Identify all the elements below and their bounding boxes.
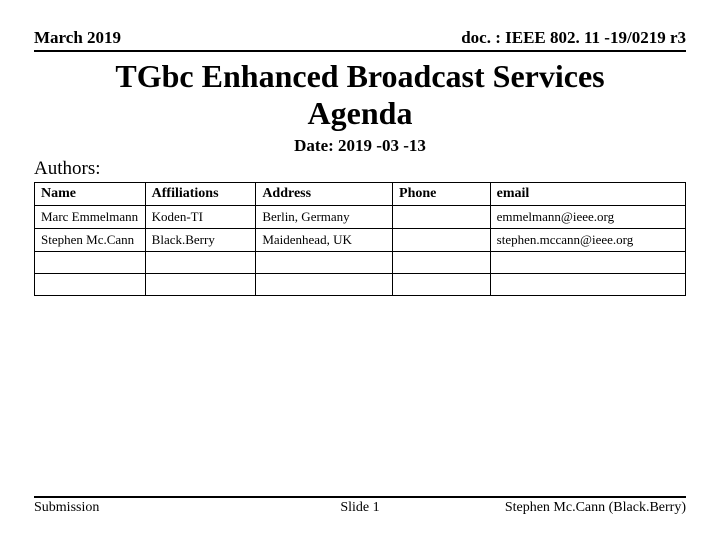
title-line-2: Agenda xyxy=(308,95,413,131)
col-header-phone: Phone xyxy=(393,182,491,205)
footer: Submission Slide 1 Stephen Mc.Cann (Blac… xyxy=(34,496,686,516)
col-header-name: Name xyxy=(35,182,146,205)
cell-phone xyxy=(393,205,491,228)
col-header-affiliations: Affiliations xyxy=(145,182,256,205)
authors-table: Name Affiliations Address Phone email Ma… xyxy=(34,182,686,296)
cell-affil xyxy=(145,273,256,295)
cell-affil xyxy=(145,251,256,273)
cell-affil: Koden-TI xyxy=(145,205,256,228)
cell-addr xyxy=(256,251,393,273)
cell-name: Stephen Mc.Cann xyxy=(35,228,146,251)
cell-name xyxy=(35,273,146,295)
cell-phone xyxy=(393,228,491,251)
header-docref: doc. : IEEE 802. 11 -19/0219 r3 xyxy=(461,28,686,48)
header-date: March 2019 xyxy=(34,28,121,48)
footer-center: Slide 1 xyxy=(34,500,686,516)
table-row xyxy=(35,251,686,273)
cell-name xyxy=(35,251,146,273)
cell-email: stephen.mccann@ieee.org xyxy=(490,228,685,251)
table-row xyxy=(35,273,686,295)
cell-name: Marc Emmelmann xyxy=(35,205,146,228)
col-header-address: Address xyxy=(256,182,393,205)
cell-addr: Berlin, Germany xyxy=(256,205,393,228)
title-line-1: TGbc Enhanced Broadcast Services xyxy=(115,58,604,94)
cell-addr: Maidenhead, UK xyxy=(256,228,393,251)
table-header-row: Name Affiliations Address Phone email xyxy=(35,182,686,205)
cell-affil: Black.Berry xyxy=(145,228,256,251)
date-line: Date: 2019 -03 -13 xyxy=(34,136,686,156)
table-row: Stephen Mc.Cann Black.Berry Maidenhead, … xyxy=(35,228,686,251)
cell-email xyxy=(490,273,685,295)
col-header-email: email xyxy=(490,182,685,205)
header: March 2019 doc. : IEEE 802. 11 -19/0219 … xyxy=(34,28,686,52)
authors-label: Authors: xyxy=(34,158,686,180)
cell-email xyxy=(490,251,685,273)
date-value: 2019 -03 -13 xyxy=(338,136,426,155)
date-label: Date: xyxy=(294,136,334,155)
cell-phone xyxy=(393,273,491,295)
page-title: TGbc Enhanced Broadcast Services Agenda xyxy=(34,58,686,132)
cell-phone xyxy=(393,251,491,273)
table-row: Marc Emmelmann Koden-TI Berlin, Germany … xyxy=(35,205,686,228)
cell-email: emmelmann@ieee.org xyxy=(490,205,685,228)
cell-addr xyxy=(256,273,393,295)
